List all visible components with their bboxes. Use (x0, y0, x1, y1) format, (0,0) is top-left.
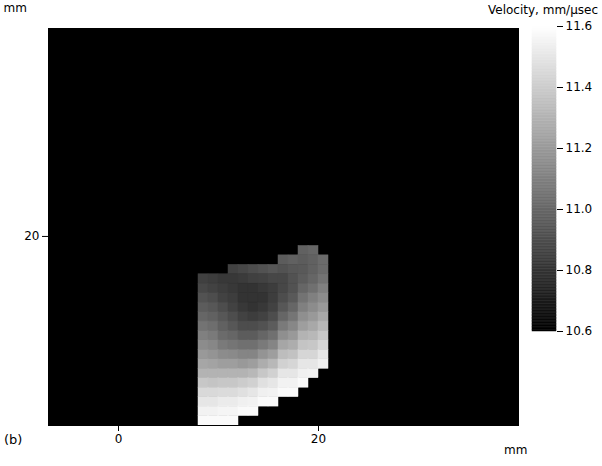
svg-text:10.6: 10.6 (566, 324, 593, 338)
svg-text:mm: mm (4, 1, 27, 15)
svg-text:20: 20 (311, 432, 326, 446)
svg-text:mm: mm (504, 443, 527, 457)
svg-text:11.0: 11.0 (566, 202, 593, 216)
svg-text:11.4: 11.4 (566, 80, 593, 94)
svg-text:11.2: 11.2 (566, 141, 593, 155)
svg-text:20: 20 (24, 229, 39, 243)
svg-text:11.6: 11.6 (566, 19, 593, 33)
html-text:(b): (b) (4, 432, 23, 447)
svg-text:0: 0 (115, 432, 123, 446)
html-text:Velocity, mm/µsec: Velocity, mm/µsec (488, 3, 598, 17)
svg-text:10.8: 10.8 (566, 263, 593, 277)
